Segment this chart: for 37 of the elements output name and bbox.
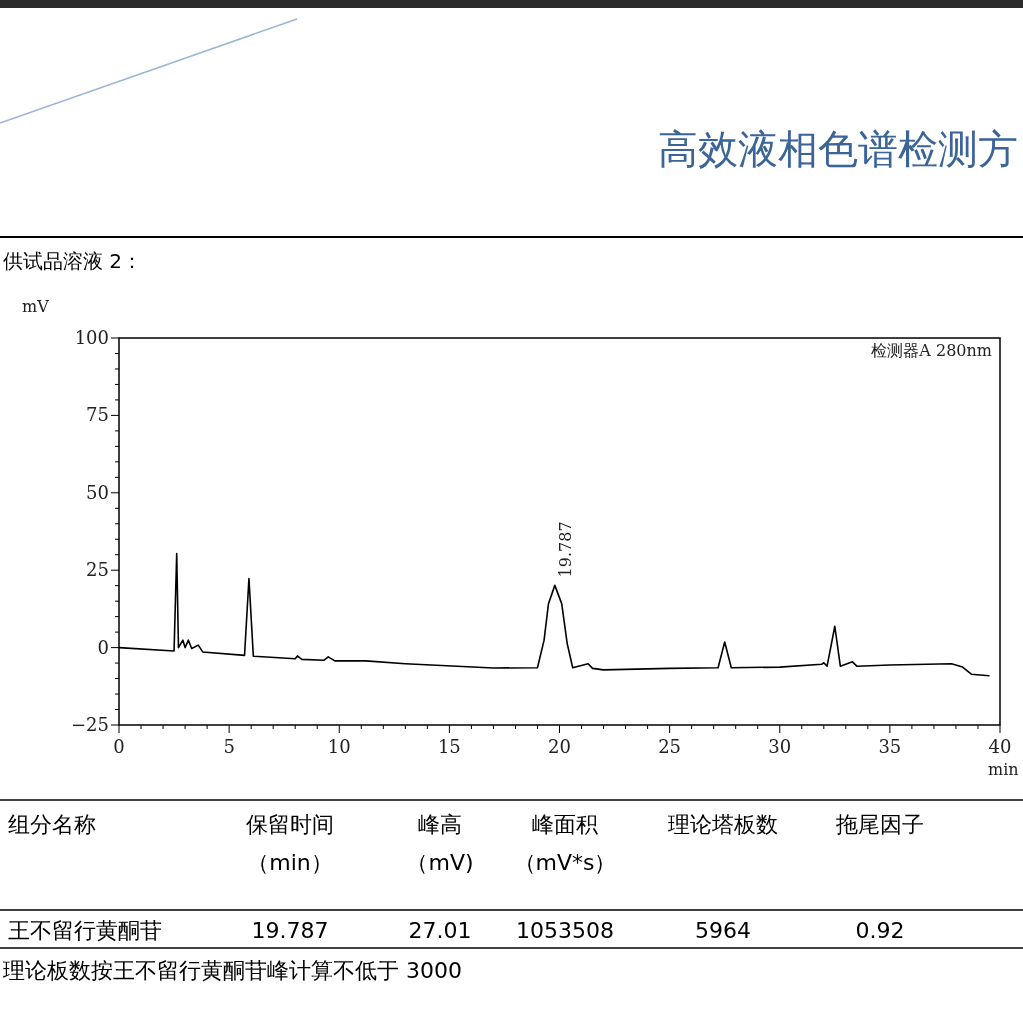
x-tick-label: 5: [223, 736, 235, 757]
text: （mV): [406, 850, 474, 875]
text: 拖尾因子: [835, 812, 924, 837]
text: 峰面积: [532, 812, 598, 837]
y-tick-label: 100: [74, 327, 109, 348]
annotation: 检测器A 280nm: [871, 341, 992, 360]
x-tick-label: 20: [548, 736, 571, 757]
y-tick-label: −25: [71, 714, 109, 735]
x-axis-title: min: [988, 760, 1019, 779]
text: （min）: [247, 850, 333, 875]
text: （mV*s）: [513, 850, 617, 875]
text: 峰高: [418, 812, 462, 837]
text: 5964: [695, 918, 751, 943]
chart-title: 高效液相色谱检测方: [658, 126, 1018, 172]
y-tick-label: 0: [97, 636, 109, 658]
text: 保留时间: [246, 812, 334, 837]
y-tick-label: 50: [86, 481, 109, 503]
x-tick-label: 35: [878, 736, 902, 757]
text: 组分名称: [8, 812, 96, 837]
x-tick-label: 30: [768, 736, 792, 757]
y-axis-title: mV: [22, 297, 50, 316]
text: 1053508: [516, 918, 614, 943]
text: 0.92: [855, 918, 905, 943]
x-tick-label: 40: [988, 736, 1012, 757]
text: 王不留行黄酮苷: [8, 918, 162, 943]
x-tick-label: 10: [327, 736, 351, 757]
annotation: 19.787: [555, 521, 575, 578]
x-tick-label: 15: [437, 736, 461, 757]
x-tick-label: 0: [113, 736, 125, 757]
text: 27.01: [408, 918, 472, 943]
text: 理论塔板数: [668, 812, 778, 837]
x-tick-label: 25: [658, 736, 682, 757]
y-tick-label: 25: [86, 559, 109, 581]
text: 19.787: [251, 918, 329, 943]
y-tick-label: 75: [86, 404, 109, 426]
text: 理论板数按王不留行黄酮苷峰计算不低于 3000: [3, 958, 462, 983]
chart-subtitle: 供试品溶液 2：: [3, 249, 143, 273]
